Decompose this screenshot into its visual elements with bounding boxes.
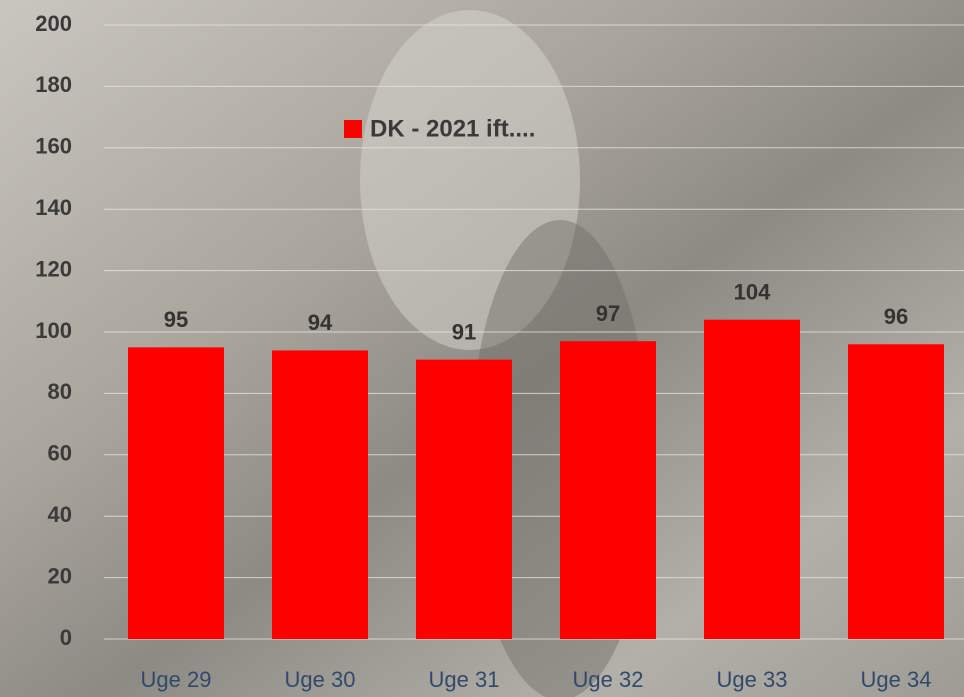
bar — [416, 359, 512, 639]
x-tick-label: Uge 34 — [861, 667, 932, 692]
bar — [848, 344, 944, 639]
bar — [272, 350, 368, 639]
bar — [704, 319, 800, 639]
y-tick-label: 120 — [35, 256, 72, 281]
x-tick-label: Uge 33 — [717, 667, 788, 692]
data-label: 95 — [164, 307, 188, 332]
y-tick-label: 200 — [35, 11, 72, 36]
x-tick-label: Uge 32 — [573, 667, 644, 692]
data-label: 96 — [884, 304, 908, 329]
legend-label: DK - 2021 ift.... — [370, 115, 535, 142]
y-tick-label: 180 — [35, 72, 72, 97]
y-tick-label: 40 — [48, 502, 72, 527]
legend-swatch — [344, 120, 362, 138]
x-tick-label: Uge 29 — [141, 667, 212, 692]
y-tick-label: 140 — [35, 195, 72, 220]
data-label: 91 — [452, 319, 476, 344]
x-tick-label: Uge 31 — [429, 667, 500, 692]
y-tick-label: 60 — [48, 441, 72, 466]
y-tick-label: 80 — [48, 379, 72, 404]
bar — [560, 341, 656, 639]
data-label: 104 — [734, 280, 771, 305]
plot: 0 20 40 60 80 100 120 140 160 180 200 Uge 29 Uge 30 U… — [35, 11, 964, 692]
y-tick-label: 100 — [35, 318, 72, 343]
data-label: 94 — [308, 310, 333, 335]
y-tick-label: 160 — [35, 134, 72, 159]
background-shape — [360, 10, 580, 350]
y-tick-label: 20 — [48, 563, 72, 588]
x-tick-label: Uge 30 — [285, 667, 356, 692]
y-tick-label: 0 — [60, 625, 72, 650]
bar — [128, 347, 224, 639]
data-label: 97 — [596, 301, 620, 326]
